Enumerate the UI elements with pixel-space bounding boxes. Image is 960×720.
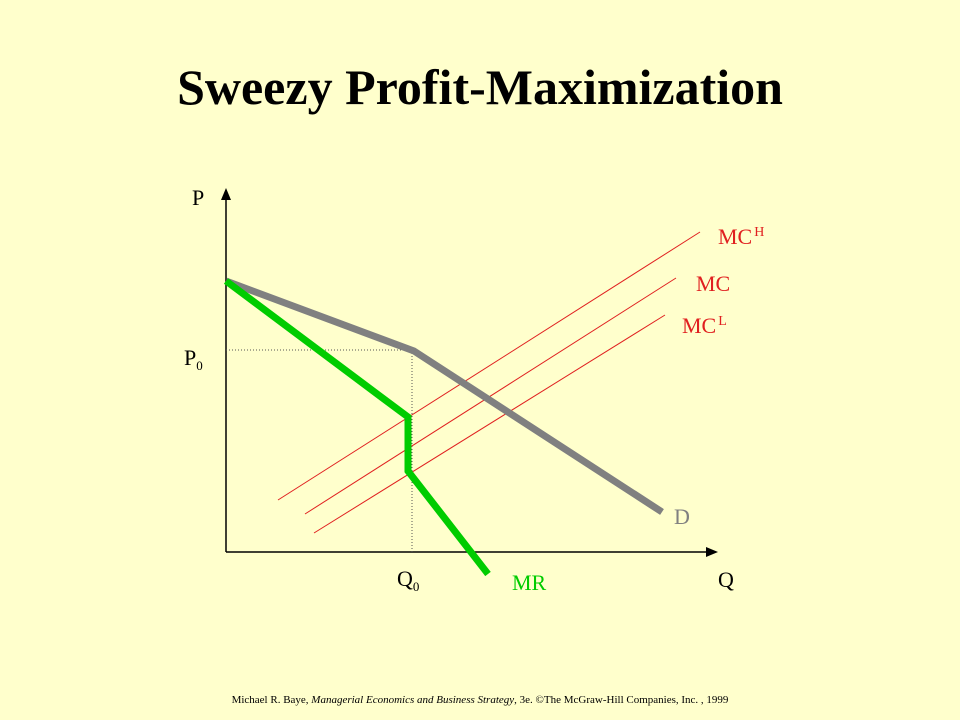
mc-high-label: MC H bbox=[718, 224, 764, 249]
y-axis-arrowhead bbox=[221, 188, 231, 200]
q0-subscript: 0 bbox=[413, 579, 420, 594]
footer-author: Michael R. Baye, bbox=[231, 694, 309, 706]
mc-label: MC bbox=[696, 271, 730, 296]
mc-low-base: MC bbox=[682, 313, 716, 338]
mc-line bbox=[304, 277, 677, 515]
marginal-revenue-label: MR bbox=[512, 570, 547, 595]
p0-label: P0 bbox=[184, 345, 203, 373]
slide-title: Sweezy Profit-Maximization bbox=[177, 59, 783, 115]
footer-publisher: , 3e. ©The McGraw-Hill Companies, Inc. ,… bbox=[514, 694, 729, 706]
mc-high-base: MC bbox=[718, 224, 752, 249]
demand-label: D bbox=[674, 504, 690, 529]
mc-high-line bbox=[277, 231, 701, 501]
mc-high-superscript: H bbox=[754, 225, 764, 240]
footer-book-title: Managerial Economics and Business Strate… bbox=[311, 694, 515, 706]
x-axis-arrowhead bbox=[706, 547, 718, 557]
marginal-revenue-curve bbox=[223, 278, 491, 577]
q0-label: Q0 bbox=[397, 566, 419, 594]
x-axis-label: Q bbox=[718, 567, 734, 592]
y-axis-label: P bbox=[192, 185, 204, 210]
p0-subscript: 0 bbox=[196, 358, 203, 373]
footer-citation: Michael R. Baye, Managerial Economics an… bbox=[0, 694, 960, 706]
mc-low-label: MC L bbox=[682, 313, 727, 338]
mc-low-line bbox=[313, 314, 666, 534]
mc-low-superscript: L bbox=[718, 314, 727, 329]
q0-base: Q bbox=[397, 566, 413, 591]
demand-curve bbox=[224, 277, 664, 515]
p0-base: P bbox=[184, 345, 196, 370]
